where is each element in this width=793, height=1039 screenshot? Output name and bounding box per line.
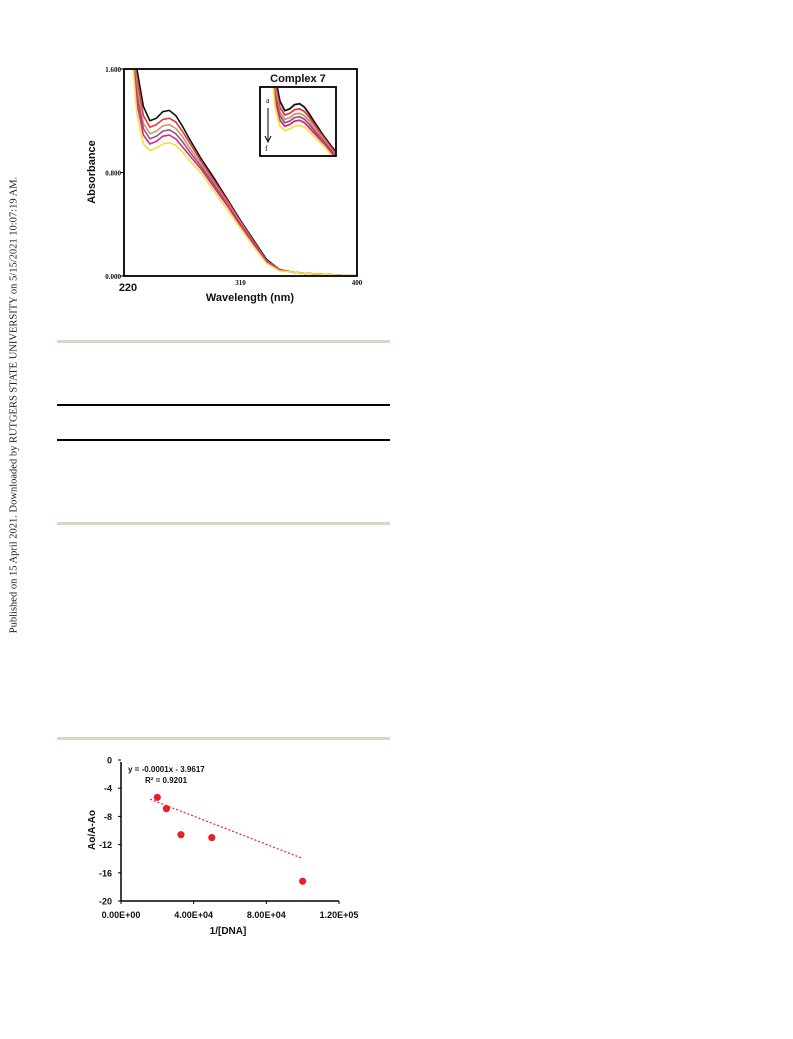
absorbance-x-tick-label: 310 [235,279,246,287]
absorbance-chart: 0.000 0.800 1.600 310 400 220 Wavelength (n… [86,66,363,304]
binding-x-axis-label: 1/[DNA] [210,926,247,937]
absorbance-x-ticks: 310 400 [235,279,363,287]
inset-label-a: a [266,96,270,105]
inset-series-b [275,88,335,155]
section-divider [57,340,390,343]
binding-data-point [162,805,171,813]
binding-y-axis-label: Ao/A-Ao [87,810,98,850]
inset-label-f: f [265,144,268,153]
binding-y-tick-label: -4 [104,784,112,794]
binding-trendline [149,798,303,859]
binding-plot: 0-4-8-12-16-20 0.00E+00 4.00E+04 8.00E+04 1… [87,756,358,938]
binding-x-tick-label: 4.00E+04 [174,910,213,920]
binding-data-point [208,833,216,842]
inset-series-d [273,88,335,155]
absorbance-y-tick-label: 1.600 [105,66,121,74]
binding-y-tick-label: -16 [99,868,112,878]
inset-series-f [272,88,333,155]
table-top-rule [57,404,390,406]
section-divider [57,737,390,740]
binding-y-tick-label: -12 [99,840,112,850]
absorbance-series-group [132,69,357,276]
inset-series-a [276,88,335,153]
binding-data-point [177,831,185,839]
binding-x-tick-label: 8.00E+04 [247,910,286,920]
binding-points [153,793,307,885]
inset-panel: a f [259,86,337,157]
binding-y-tick-label: -20 [99,897,112,907]
inset-series-e [273,88,335,155]
binding-y-tick-label: 0 [107,756,112,766]
down-arrow-icon [264,135,272,144]
binding-x-tick-label: 0.00E+00 [102,910,141,920]
absorbance-y-ticks: 0.000 0.800 1.600 [105,66,124,281]
binding-x-ticks: 0.00E+00 4.00E+04 8.00E+04 1.20E+05 [102,901,359,920]
absorbance-y-tick-label: 0.000 [105,273,121,281]
absorbance-y-axis-label: Absorbance [86,140,98,204]
binding-y-tick-label: -8 [104,812,112,822]
absorbance-x-tick-label: 400 [352,279,363,287]
binding-y-ticks: 0 -4 -8 -12 -16 -20 [99,756,121,907]
absorbance-y-tick-label: 0.800 [105,170,121,178]
section-divider [57,522,390,525]
absorbance-x-axis-start-tick: 220 [119,282,137,294]
binding-data-point [299,877,307,885]
absorbance-series-f [132,69,357,276]
absorbance-chart-title: Complex 7 [270,73,326,85]
trendline-r-squared: R² = 0.9201 [145,776,188,785]
table-header-rule [57,439,390,441]
absorbance-x-axis-label: Wavelength (nm) [206,292,295,304]
inset-series-group [272,88,335,155]
trendline-equation: y = -0.0001x - 3.9617 [128,765,205,774]
binding-data-point [153,793,161,801]
binding-x-tick-label: 1.20E+05 [320,910,359,920]
